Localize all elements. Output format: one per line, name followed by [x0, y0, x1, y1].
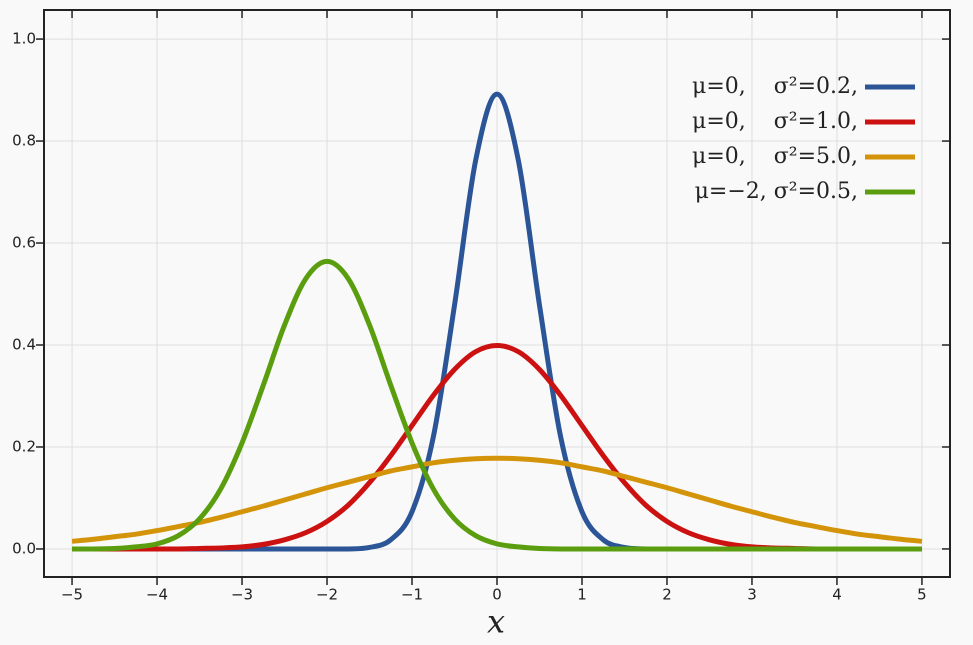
x-tick-label: −5 [61, 586, 83, 604]
x-tick-label: −4 [146, 586, 168, 604]
x-tick-label: 5 [917, 586, 927, 604]
x-tick-label: −2 [316, 586, 338, 604]
x-tick-label: −3 [231, 586, 253, 604]
legend-label: μ=0, σ²=0.2, [692, 74, 858, 99]
y-tick-label: 0.2 [12, 437, 36, 455]
legend-label: μ=0, σ²=1.0, [692, 109, 858, 134]
legend-label: μ=−2, σ²=0.5, [695, 179, 858, 204]
series-line [71, 455, 923, 544]
x-tick-label: 0 [492, 586, 502, 604]
y-tick-label: 0.4 [12, 335, 36, 353]
legend-label: μ=0, σ²=5.0, [692, 144, 858, 169]
x-tick-label: 2 [662, 586, 672, 604]
x-axis-label: x [487, 603, 505, 641]
series-line [72, 258, 922, 552]
curves [71, 91, 923, 552]
x-tick-label: 1 [577, 586, 587, 604]
x-tick-label: −1 [401, 586, 423, 604]
x-tick-label: 3 [747, 586, 757, 604]
y-tick-label: 0.6 [12, 234, 36, 252]
x-tick-label: 4 [832, 586, 842, 604]
y-tick-label: 1.0 [12, 30, 36, 48]
y-tick-label: 0.0 [12, 539, 36, 557]
y-tick-label: 0.8 [12, 132, 36, 150]
